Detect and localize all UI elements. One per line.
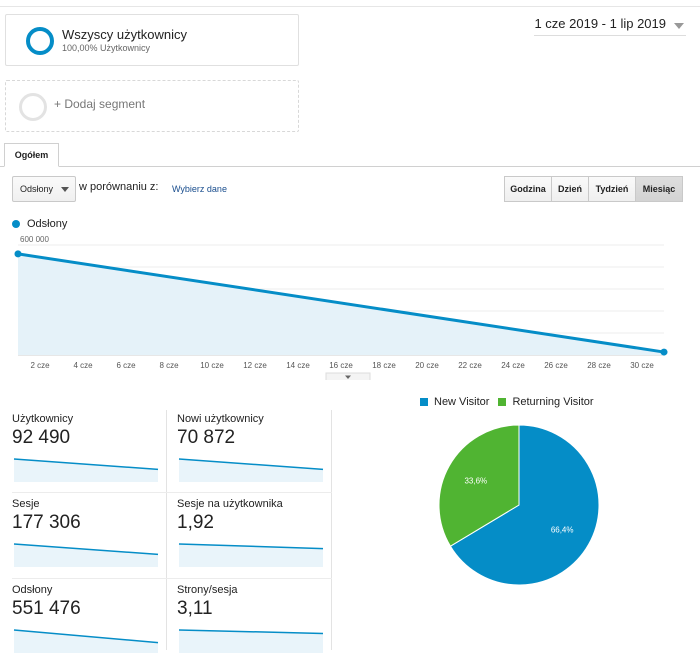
sparkline-line — [13, 543, 159, 556]
pie-slice-label: 66,4% — [551, 525, 574, 534]
scorecard-new-users[interactable]: Nowi użytkownicy 70 872 — [177, 413, 327, 489]
visitor-type-pie-chart: 66,4% 33,6% — [438, 424, 600, 586]
scorecard-label: Użytkownicy — [12, 413, 74, 425]
pie-legend-item-new-visitor[interactable]: New Visitor — [420, 396, 489, 408]
scorecard-value: 92 490 — [12, 427, 71, 448]
x-tick-label: 10 cze — [200, 361, 224, 370]
date-range-picker[interactable]: 1 cze 2019 - 1 lip 2019 — [534, 16, 686, 36]
period-day-button[interactable]: Dzień — [551, 176, 589, 202]
tab-overview[interactable]: Ogółem — [4, 143, 59, 167]
scorecard-value: 70 872 — [177, 427, 236, 448]
scorecard-sparkline — [178, 543, 324, 567]
sparkline-area — [14, 459, 158, 482]
x-tick-label: 30 cze — [630, 361, 654, 370]
sparkline-line — [13, 458, 159, 471]
sparkline-line — [178, 543, 324, 550]
scorecard-value: 3,11 — [177, 598, 213, 619]
scorecard-label: Sesje na użytkownika — [177, 498, 283, 510]
x-tick-label: 24 cze — [501, 361, 525, 370]
x-tick-label: 22 cze — [458, 361, 482, 370]
x-tick-label: 28 cze — [587, 361, 611, 370]
sparkline-line — [178, 629, 324, 635]
compare-label: w porównaniu z: — [79, 181, 159, 193]
pie-slice-label: 33,6% — [464, 477, 487, 486]
scorecard-row-divider — [12, 578, 332, 579]
segment-title: Wszyscy użytkownicy — [62, 27, 187, 42]
series-line-pageviews — [17, 252, 665, 354]
scorecard-users[interactable]: Użytkownicy 92 490 — [12, 413, 162, 489]
x-tick-label: 6 cze — [116, 361, 136, 370]
period-hour-button[interactable]: Godzina — [504, 176, 552, 202]
pie-legend-item-returning-visitor[interactable]: Returning Visitor — [498, 396, 594, 408]
scorecard-divider — [331, 410, 332, 650]
x-tick-label: 8 cze — [159, 361, 179, 370]
scorecard-pages-per-session[interactable]: Strony/sesja 3,11 — [177, 584, 327, 660]
pie-legend: New Visitor Returning Visitor — [420, 396, 603, 408]
scorecard-sparkline — [13, 543, 159, 567]
pie-slice-new-visitor[interactable] — [449, 424, 600, 586]
metric-select-value: Odsłony — [20, 184, 54, 194]
series-point[interactable] — [14, 250, 22, 258]
x-tick-label: 16 cze — [329, 361, 353, 370]
scorecard-sessions[interactable]: Sesje 177 306 — [12, 498, 162, 574]
scorecard-sparkline — [13, 458, 159, 482]
legend-series-label: Odsłony — [27, 218, 68, 230]
period-week-button[interactable]: Tydzień — [588, 176, 636, 202]
sparkline-area — [179, 544, 323, 567]
sparkline-area — [14, 630, 158, 653]
scorecard-value: 177 306 — [12, 512, 81, 533]
segment-placeholder-ring-icon — [19, 93, 47, 121]
scorecard-sessions-per-user[interactable]: Sesje na użytkownika 1,92 — [177, 498, 327, 574]
scorecard-label: Nowi użytkownicy — [177, 413, 264, 425]
scorecard-sparkline — [178, 629, 324, 653]
tab-underline — [0, 166, 700, 167]
scorecard-sparkline — [13, 629, 159, 653]
scorecard-label: Strony/sesja — [177, 584, 238, 596]
scorecard-label: Sesje — [12, 498, 40, 510]
scorecard-value: 551 476 — [12, 598, 81, 619]
scorecard-row-divider — [12, 492, 332, 493]
scorecard-value: 1,92 — [177, 512, 214, 533]
metric-select[interactable]: Odsłony — [12, 176, 76, 202]
legend-series-swatch — [12, 220, 20, 228]
x-tick-label: 26 cze — [544, 361, 568, 370]
top-rule — [0, 6, 700, 7]
x-tick-label: 2 cze — [30, 361, 50, 370]
x-tick-label: 12 cze — [243, 361, 267, 370]
sparkline-area — [179, 630, 323, 653]
x-tick-label: 14 cze — [286, 361, 310, 370]
scorecard-sparkline — [178, 458, 324, 482]
date-range-label: 1 cze 2019 - 1 lip 2019 — [534, 16, 666, 31]
scorecard-pageviews[interactable]: Odsłony 551 476 — [12, 584, 162, 660]
sparkline-line — [178, 458, 324, 471]
x-tick-label: 4 cze — [73, 361, 93, 370]
compare-metric-link[interactable]: Wybierz dane — [172, 184, 227, 194]
add-segment-label: + Dodaj segment — [54, 97, 146, 111]
pie-legend-swatch — [498, 398, 507, 406]
pie-legend-label: Returning Visitor — [512, 396, 594, 408]
pie-legend-label: New Visitor — [434, 396, 490, 408]
chevron-down-icon — [345, 375, 351, 379]
pie-slice-returning-visitor[interactable] — [438, 424, 520, 547]
add-segment-button[interactable]: + Dodaj segment — [5, 80, 299, 132]
y-tick-label: 600 000 — [20, 235, 49, 244]
period-toggle-group: Godzina Dzień Tydzień Miesiąc — [504, 176, 683, 202]
period-month-button[interactable]: Miesiąc — [635, 176, 683, 202]
x-tick-label: 20 cze — [415, 361, 439, 370]
sparkline-area — [179, 459, 323, 482]
segment-ring-icon — [26, 27, 54, 55]
scorecard-label: Odsłony — [12, 584, 53, 596]
segment-subtitle: 100,00% Użytkownicy — [62, 43, 151, 53]
chevron-down-icon — [674, 23, 684, 29]
chevron-down-icon — [61, 187, 69, 192]
segment-all-users[interactable]: Wszyscy użytkownicy 100,00% Użytkownicy — [5, 14, 299, 66]
sparkline-area — [14, 544, 158, 567]
x-tick-label: 18 cze — [372, 361, 396, 370]
scorecard-divider — [166, 410, 167, 650]
sparkline-line — [13, 629, 159, 644]
series-point[interactable] — [660, 348, 668, 356]
pie-legend-swatch — [420, 398, 428, 406]
